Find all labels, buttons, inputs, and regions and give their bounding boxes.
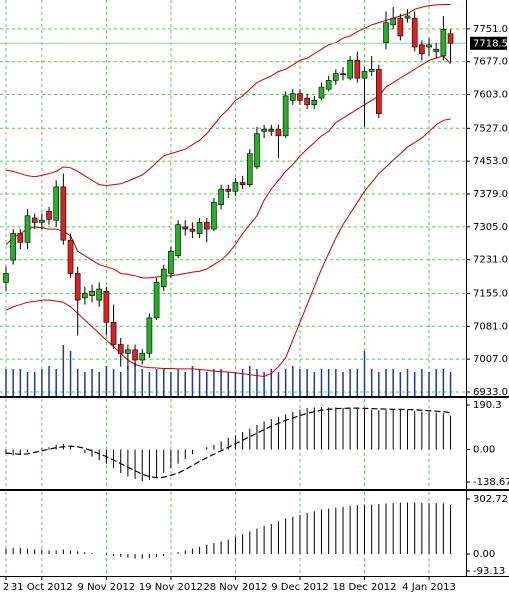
- x-tick-label: 31 Oct 2012: [11, 582, 73, 593]
- x-tick-label: 28 Nov 2012: [203, 582, 267, 593]
- candle-body: [168, 250, 174, 274]
- candle-body: [53, 186, 59, 221]
- y-tick-label: 7007.0: [473, 354, 508, 365]
- candle-body: [103, 290, 110, 323]
- candle-body: [132, 349, 138, 361]
- candle-body: [318, 86, 325, 99]
- band-line: [5, 3, 451, 187]
- candle-body: [211, 202, 217, 230]
- signal-line: [5, 407, 451, 479]
- candle-body: [361, 71, 368, 79]
- last-price-box: [470, 36, 507, 50]
- candle-body: [275, 128, 282, 137]
- y-tick-label: 7379.0: [473, 189, 508, 200]
- y-tick-label: 7305.0: [473, 222, 508, 233]
- candle-body: [397, 17, 404, 37]
- band-line: [5, 118, 451, 377]
- candle-body: [239, 182, 246, 185]
- candle-body: [60, 186, 67, 241]
- y-tick-label: 190.3: [473, 400, 502, 411]
- y-tick-label: 7155.0: [473, 288, 508, 299]
- candle-body: [125, 349, 131, 354]
- candle-body: [376, 68, 382, 114]
- candle-body: [10, 233, 16, 261]
- candle-body: [139, 353, 146, 361]
- candle-body: [304, 97, 310, 106]
- y-tick-label: 0.00: [473, 549, 495, 560]
- x-tick-label: 9 Nov 2012: [78, 582, 136, 593]
- candle-body: [390, 17, 396, 26]
- candle-body: [411, 17, 418, 48]
- candle-body: [175, 224, 181, 257]
- x-tick-label: 19 Nov 2012: [139, 582, 203, 593]
- candle-body: [440, 29, 447, 57]
- x-tick-label: 4 Jan 2013: [402, 582, 456, 593]
- y-tick-label: 0.00: [473, 445, 495, 456]
- candle-body: [218, 188, 224, 205]
- candle-body: [282, 95, 289, 137]
- candle-body: [268, 128, 275, 132]
- y-tick-label: 7603.0: [473, 90, 508, 101]
- candle-body: [340, 73, 346, 75]
- y-tick-label: 7453.0: [473, 156, 508, 167]
- y-tick-label: 7081.0: [473, 321, 508, 332]
- candle-body: [110, 322, 117, 345]
- candle-body: [67, 239, 74, 274]
- candle-body: [404, 15, 411, 19]
- candle-body: [96, 288, 103, 301]
- candle-body: [74, 273, 81, 301]
- candle-body: [225, 188, 232, 192]
- y-tick-label: 302.72: [473, 494, 508, 505]
- candle-body: [182, 226, 189, 230]
- candle-body: [189, 228, 196, 232]
- candle-body: [368, 68, 375, 72]
- candle-body: [117, 344, 124, 354]
- candle-body: [426, 44, 432, 48]
- x-tick-label: 9 Dec 2012: [271, 582, 329, 593]
- candle-body: [246, 153, 253, 185]
- candle-body: [289, 93, 296, 101]
- candle-body: [354, 60, 361, 79]
- y-tick-label: 7751.0: [473, 24, 508, 35]
- y-tick-label: 6933.0: [473, 387, 508, 398]
- candle-body: [261, 128, 267, 132]
- candle-body: [333, 73, 339, 81]
- candle-body: [17, 233, 24, 243]
- candle-body: [232, 182, 239, 192]
- candle-body: [24, 215, 31, 243]
- y-tick-label: 7231.0: [473, 255, 508, 266]
- candle-body: [82, 293, 88, 299]
- y-tick-label: -93.13: [473, 566, 505, 577]
- y-tick-label: 7527.0: [473, 123, 508, 134]
- candle-body: [447, 33, 454, 44]
- candle-body: [46, 211, 52, 220]
- candle-body: [254, 133, 260, 168]
- candle-body: [383, 22, 389, 43]
- y-tick-label: 7677.0: [473, 57, 508, 68]
- candle-body: [153, 282, 160, 319]
- y-tick-label: -138.67: [473, 477, 509, 488]
- candle-body: [203, 222, 210, 230]
- candle-body: [419, 44, 425, 55]
- x-tick-label: 18 Dec 2012: [333, 582, 397, 593]
- candle-body: [196, 222, 203, 234]
- candle-body: [160, 268, 167, 288]
- last-price-label: 7718.5: [473, 38, 508, 49]
- x-tick-label: 2: [3, 582, 9, 593]
- candle-body: [347, 60, 353, 79]
- candle-body: [311, 100, 318, 106]
- candle-body: [146, 317, 153, 354]
- candle-body: [3, 273, 9, 283]
- candle-body: [39, 219, 45, 223]
- candle-body: [325, 80, 332, 90]
- candle-body: [31, 217, 38, 223]
- candle-body: [297, 93, 303, 101]
- candle-body: [433, 48, 440, 52]
- candle-body: [89, 290, 95, 296]
